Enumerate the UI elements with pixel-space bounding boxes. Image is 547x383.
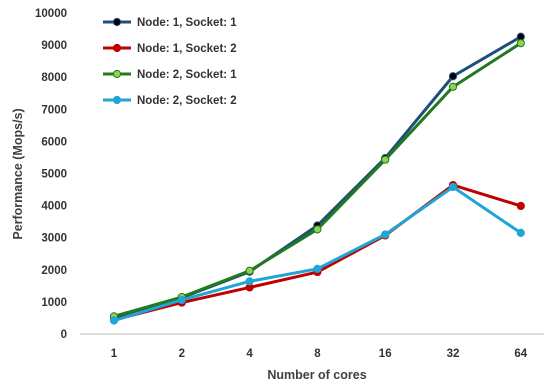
data-point [516, 201, 525, 211]
y-tick-label: 5000 [41, 169, 67, 181]
legend-label: Node: 2, Socket: 1 [137, 69, 237, 81]
y-tick-label: 8000 [41, 72, 67, 84]
legend-marker [112, 17, 122, 27]
y-tick-label: 10000 [35, 8, 67, 20]
y-tick-label: 9000 [41, 40, 67, 52]
y-tick-label: 0 [61, 329, 67, 341]
y-tick-label: 6000 [41, 136, 67, 148]
y-tick-label: 1000 [41, 297, 67, 309]
y-tick-label: 4000 [41, 201, 67, 213]
y-axis-title: Performance (Mops/s) [11, 108, 25, 239]
legend-marker [112, 69, 122, 79]
data-point [313, 264, 322, 273]
data-point [381, 230, 390, 239]
x-tick-label: 32 [447, 348, 460, 360]
data-point [245, 277, 254, 286]
y-tick-label: 7000 [41, 104, 67, 116]
series-layer [109, 32, 525, 325]
y-tick-label: 3000 [41, 233, 67, 245]
data-point [516, 39, 525, 48]
x-tick-label: 2 [179, 348, 185, 360]
x-tick-label: 1 [111, 348, 118, 360]
y-axis-ticks: 0 1000 2000 3000 4000 5000 6000 7000 8000 9000 100… [35, 8, 67, 341]
series-line [113, 185, 522, 322]
legend-marker [112, 95, 122, 105]
data-point [313, 225, 322, 234]
data-point [516, 228, 525, 237]
legend-label: Node: 1, Socket: 1 [137, 17, 237, 29]
data-point [448, 82, 458, 91]
x-tick-label: 4 [246, 348, 253, 360]
data-point [245, 266, 254, 275]
data-point [177, 295, 186, 305]
x-axis-ticks: 1 2 4 8 16 32 64 [111, 348, 528, 360]
data-point [381, 155, 390, 164]
x-axis-title: Number of cores [267, 368, 366, 382]
x-tick-label: 8 [314, 348, 321, 360]
data-point [109, 316, 119, 325]
data-point [448, 182, 458, 192]
y-tick-label: 2000 [41, 265, 67, 277]
legend: Node: 1, Socket: 1 Node: 1, Socket: 2 Node… [103, 17, 237, 107]
legend-label: Node: 1, Socket: 2 [137, 43, 237, 55]
legend-label: Node: 2, Socket: 2 [137, 95, 237, 107]
x-tick-label: 64 [514, 348, 527, 360]
data-point [448, 72, 458, 81]
legend-marker [112, 43, 122, 53]
x-tick-label: 16 [379, 348, 392, 360]
